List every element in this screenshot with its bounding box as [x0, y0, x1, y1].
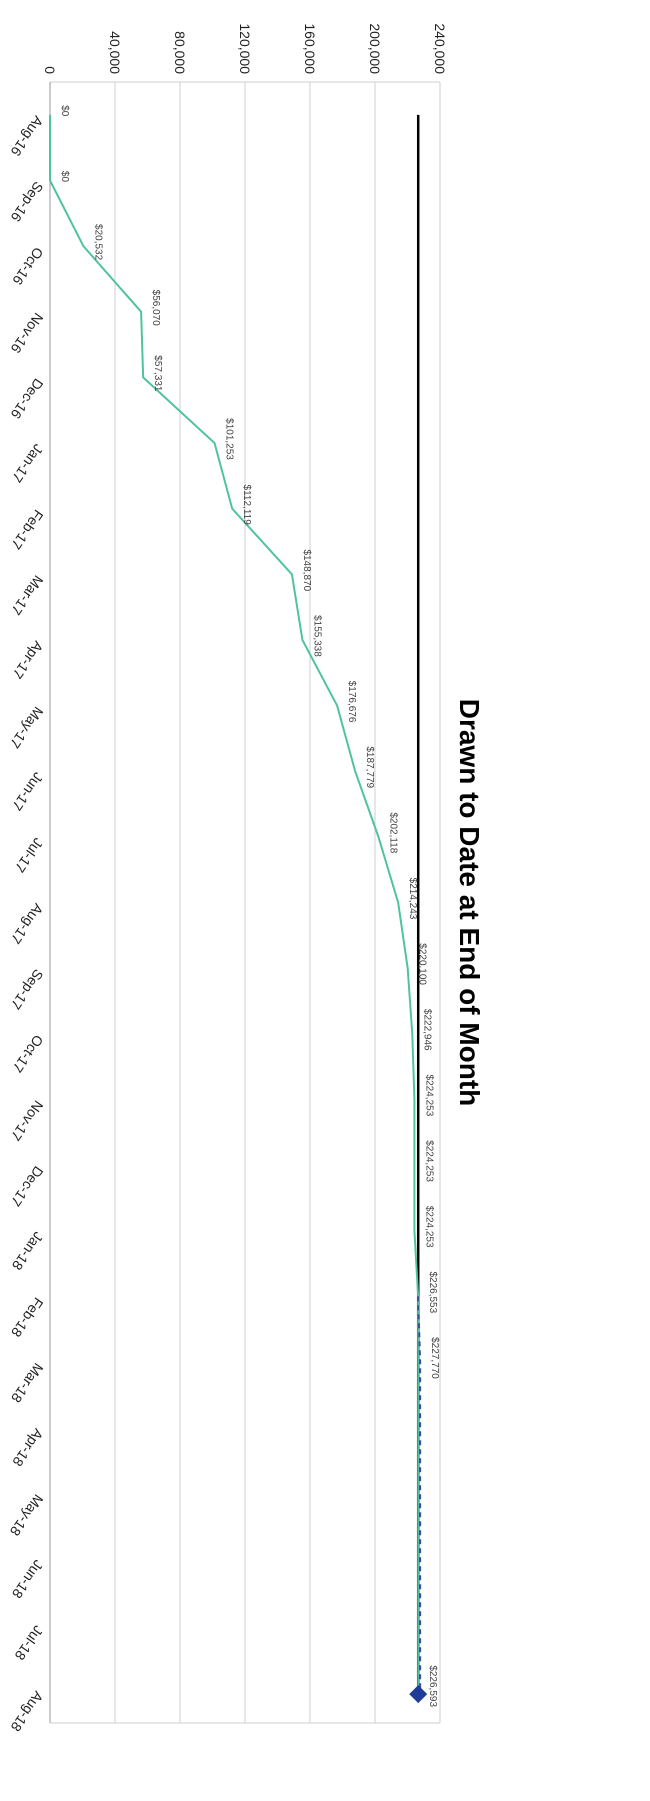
data-label: $176,676 — [346, 681, 357, 723]
gridlines — [50, 82, 440, 1723]
x-tick-label: Jun-18 — [9, 1557, 47, 1601]
x-tick-label: May-18 — [7, 1492, 47, 1540]
x-tick-label: Aug-16 — [8, 113, 47, 159]
x-tick-label: Sep-17 — [8, 966, 47, 1012]
data-label: $101,253 — [224, 418, 235, 460]
data-label: $0 — [59, 105, 70, 117]
data-label: $222,946 — [421, 1009, 432, 1051]
x-tick-label: Apr-17 — [9, 638, 46, 682]
y-tick-label: 240,000 — [432, 23, 448, 74]
x-tick-label: Sep-16 — [8, 179, 47, 225]
tick-labels: 0 40,000 80,000 120,000 160,000 200,000 240,00… — [7, 23, 448, 1734]
chart-title: Drawn to Date at End of Month — [454, 699, 485, 1107]
expiration-marker — [409, 1685, 427, 1703]
data-label: $57,331 — [152, 355, 163, 392]
y-tick-label: 80,000 — [172, 31, 188, 74]
y-tick-label: 40,000 — [107, 31, 123, 74]
data-label: $0 — [59, 171, 70, 183]
x-tick-label: Jan-18 — [9, 1229, 47, 1273]
data-label: $220,100 — [417, 943, 428, 985]
data-labels: $0 $0 $20,532 $56,070 $57,331 $101,253 $112,11… — [59, 105, 440, 1707]
y-tick-label: 200,000 — [367, 23, 383, 74]
y-tick-label: 0 — [42, 66, 58, 74]
y-tick-label: 120,000 — [237, 23, 253, 74]
x-tick-label: Jul-18 — [12, 1623, 47, 1664]
data-label: $20,532 — [92, 224, 103, 261]
x-tick-label: Mar-18 — [8, 1360, 47, 1406]
x-tick-label: Jan-17 — [9, 441, 47, 485]
data-label: $224,253 — [423, 1140, 434, 1182]
x-tick-label: Mar-17 — [8, 573, 47, 619]
x-tick-label: Aug-18 — [8, 1688, 47, 1734]
x-tick-label: Oct-17 — [9, 1032, 46, 1076]
data-label: $224,253 — [423, 1206, 434, 1248]
x-tick-label: Oct-16 — [9, 244, 46, 288]
title-group: Drawn to Date at End of Month — [454, 699, 485, 1107]
x-tick-label: Jul-17 — [12, 835, 47, 876]
data-label: $226,593 — [427, 1665, 438, 1707]
x-tick-label: Apr-18 — [9, 1426, 46, 1470]
series-layer — [50, 115, 427, 1703]
x-tick-label: Jun-17 — [9, 769, 47, 813]
data-label: $148,870 — [301, 549, 312, 591]
rotated-plot: $0 $0 $20,532 $56,070 $57,331 $101,253 $112,11… — [0, 23, 485, 1734]
y-tick-label: 160,000 — [302, 23, 318, 74]
data-label: $187,779 — [364, 746, 375, 788]
data-label: $227,770 — [429, 1337, 440, 1379]
data-label: $202,118 — [387, 812, 398, 853]
x-tick-label: Aug-17 — [8, 901, 47, 947]
x-tick-label: Dec-17 — [8, 1163, 47, 1209]
x-tick-label: Feb-18 — [8, 1295, 47, 1341]
x-tick-label: May-17 — [7, 704, 47, 752]
data-label: $226,553 — [427, 1271, 438, 1313]
x-tick-label: Dec-16 — [8, 376, 47, 422]
data-label: $56,070 — [150, 290, 161, 327]
series-line-1 — [50, 115, 418, 1690]
data-label: $155,338 — [311, 615, 322, 657]
data-label: $112,119 — [241, 485, 252, 526]
x-tick-label: Nov-17 — [8, 1098, 47, 1144]
data-label: $224,253 — [423, 1075, 434, 1117]
x-tick-label: Feb-17 — [8, 507, 47, 553]
x-tick-label: Nov-16 — [8, 310, 47, 356]
data-label: $214,243 — [407, 878, 418, 920]
